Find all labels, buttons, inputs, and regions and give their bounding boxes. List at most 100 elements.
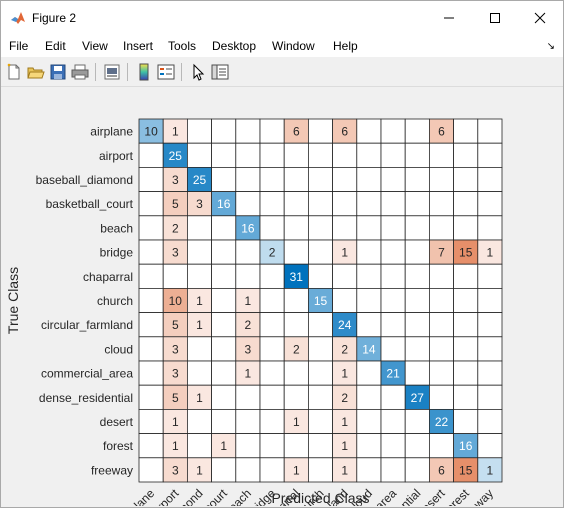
menu-insert[interactable]: Insert [123, 39, 154, 53]
cell-value: 15 [459, 463, 473, 477]
cell-value: 3 [245, 342, 252, 356]
matrix-cell [235, 239, 261, 265]
menu-help[interactable]: Help [333, 39, 358, 53]
close-button[interactable] [517, 1, 563, 35]
insert-colorbar-icon[interactable] [135, 63, 153, 81]
toolbar-separator [127, 63, 128, 81]
matrix-cell [356, 360, 382, 386]
matrix-cell [477, 457, 503, 483]
window-title: Figure 2 [32, 11, 77, 25]
cell-value: 1 [220, 439, 227, 453]
cell-value: 5 [172, 318, 179, 332]
cell-value: 6 [341, 125, 348, 139]
matrix-cell [211, 287, 237, 313]
matrix-cell [211, 312, 237, 338]
matrix-cell [356, 118, 382, 144]
save-icon[interactable] [49, 63, 67, 81]
matrix-cell [380, 384, 406, 410]
matrix-cell [307, 457, 333, 483]
matrix-cell [235, 263, 261, 289]
matrix-cell [380, 408, 406, 434]
matrix-cell [283, 433, 309, 459]
open-file-icon[interactable] [27, 63, 45, 81]
matrix-cell [380, 360, 406, 386]
matrix-cell [162, 167, 188, 193]
matrix-cell [356, 167, 382, 193]
matrix-cell [162, 433, 188, 459]
matrix-cell [186, 287, 212, 313]
matrix-cell [404, 191, 430, 217]
dock-arrow-icon[interactable]: ↘ [546, 41, 555, 52]
cell-value: 16 [217, 197, 231, 211]
new-figure-icon[interactable] [5, 63, 23, 81]
matrix-cell [283, 239, 309, 265]
cell-value: 2 [245, 318, 252, 332]
menu-bar: File Edit View Insert Tools Desktop Wind… [1, 35, 563, 57]
matrix-cell [356, 239, 382, 265]
menu-edit[interactable]: Edit [45, 39, 66, 53]
matrix-cell [307, 167, 333, 193]
matrix-cell [211, 384, 237, 410]
matrix-cell [477, 433, 503, 459]
matrix-cell [404, 142, 430, 168]
matrix-cell [211, 215, 237, 241]
matrix-cell [404, 384, 430, 410]
matrix-cell [259, 457, 285, 483]
cell-value: 1 [172, 415, 179, 429]
menu-file[interactable]: File [9, 39, 29, 53]
menu-desktop[interactable]: Desktop [212, 39, 257, 53]
insert-legend-icon[interactable] [157, 63, 175, 81]
matrix-cell [477, 360, 503, 386]
cell-value: 1 [293, 415, 300, 429]
print-preview-icon[interactable] [103, 63, 121, 81]
matrix-cell [356, 408, 382, 434]
cell-value: 6 [293, 125, 300, 139]
matrix-cell [453, 142, 479, 168]
row-label: forest [103, 439, 134, 453]
matrix-cell [162, 215, 188, 241]
matrix-cell [211, 263, 237, 289]
matrix-cell [138, 312, 164, 338]
matrix-cell [428, 336, 454, 362]
matrix-cell [211, 360, 237, 386]
matrix-cell [453, 263, 479, 289]
matrix-cell [477, 384, 503, 410]
matrix-cell [211, 336, 237, 362]
row-label: cloud [104, 342, 133, 356]
matrix-cell [404, 287, 430, 313]
matrix-cell [235, 408, 261, 434]
property-editor-icon[interactable] [211, 63, 229, 81]
menu-view[interactable]: View [82, 39, 108, 53]
select-pointer-icon[interactable] [189, 63, 207, 81]
cell-value: 24 [338, 318, 352, 332]
matrix-cell [477, 263, 503, 289]
matrix-cell [186, 433, 212, 459]
cell-value: 1 [341, 463, 348, 477]
cell-value: 1 [341, 439, 348, 453]
print-icon[interactable] [71, 63, 89, 81]
matrix-cell [332, 263, 358, 289]
matrix-cell [453, 118, 479, 144]
row-label: freeway [91, 463, 133, 477]
matrix-cell [283, 384, 309, 410]
matrix-cell [453, 360, 479, 386]
column-label: airplane [117, 486, 157, 506]
menu-tools[interactable]: Tools [168, 39, 197, 53]
menu-window[interactable]: Window [272, 39, 315, 53]
cell-value: 3 [196, 197, 203, 211]
matrix-cell [428, 167, 454, 193]
matrix-cell [138, 336, 164, 362]
matrix-cell [332, 167, 358, 193]
matrix-cell [307, 312, 333, 338]
cell-value: 15 [314, 294, 328, 308]
matrix-cell [162, 239, 188, 265]
maximize-button[interactable] [472, 1, 518, 35]
minimize-button[interactable] [426, 1, 472, 35]
toolbar-separator [95, 63, 96, 81]
matrix-cell [404, 312, 430, 338]
matrix-cell [138, 360, 164, 386]
matrix-cell [380, 215, 406, 241]
matrix-cell [477, 287, 503, 313]
matrix-cell [380, 191, 406, 217]
